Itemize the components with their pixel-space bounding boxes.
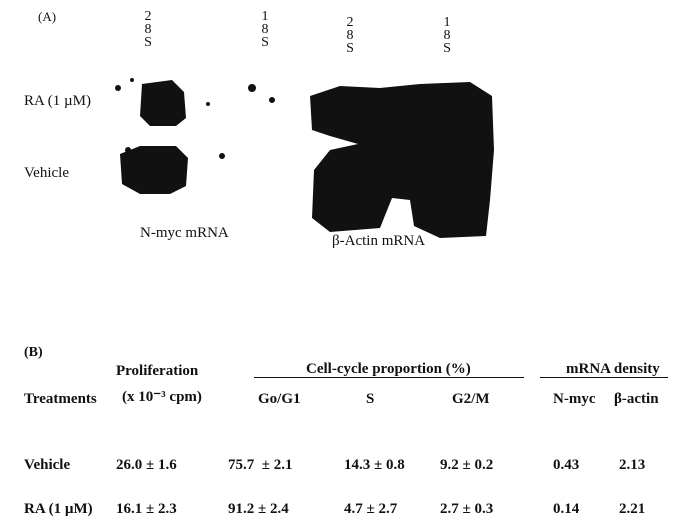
- table-cell: 2.21: [619, 502, 645, 517]
- column-header: Go/G1: [258, 392, 301, 407]
- band: [120, 146, 188, 194]
- table-cell: 0.43: [553, 458, 579, 473]
- header-rule: [540, 377, 668, 378]
- table-cell: 26.0 ± 1.6: [116, 458, 177, 473]
- northern-blot: [0, 0, 674, 300]
- speck: [132, 158, 136, 162]
- lane-label: β-Actin mRNA: [332, 234, 425, 249]
- speck: [269, 97, 275, 103]
- row-label: RA (1 µM): [24, 94, 91, 109]
- marker: 1 8 S: [440, 16, 454, 55]
- column-header: (x 10⁻³ cpm): [122, 390, 202, 405]
- row-label: Vehicle: [24, 166, 69, 181]
- speck: [206, 102, 210, 106]
- speck: [125, 147, 131, 153]
- column-group-header: mRNA density: [566, 362, 660, 377]
- column-header: G2/M: [452, 392, 490, 407]
- speck: [248, 84, 256, 92]
- column-header: β-actin: [614, 392, 659, 407]
- column-header: S: [366, 392, 374, 407]
- marker: 2 8 S: [343, 16, 357, 55]
- column-header: Proliferation: [116, 364, 198, 379]
- table-cell: 4.7 ± 2.7: [344, 502, 397, 517]
- table-cell: 2.13: [619, 458, 645, 473]
- table-cell: 75.7 ± 2.1: [228, 458, 292, 473]
- figure: (A) 2 8 S 1 8 S 2 8 S 1 8 S RA (1 µM) Ve…: [0, 0, 674, 527]
- column-header: Treatments: [24, 392, 97, 407]
- speck: [115, 85, 121, 91]
- speck: [219, 153, 225, 159]
- blot-bands: [115, 78, 494, 238]
- column-header: N-myc: [553, 392, 595, 407]
- table-cell: 14.3 ± 0.8: [344, 458, 405, 473]
- band: [140, 80, 186, 126]
- column-group-header: Cell-cycle proportion (%): [306, 362, 471, 377]
- table-cell: 91.2 ± 2.4: [228, 502, 289, 517]
- marker-char: S: [343, 42, 357, 55]
- table-cell: 9.2 ± 0.2: [440, 458, 493, 473]
- marker: 2 8 S: [141, 10, 155, 49]
- header-rule: [254, 377, 524, 378]
- marker-char: S: [141, 36, 155, 49]
- marker-char: S: [258, 36, 272, 49]
- speck: [130, 78, 134, 82]
- row-header: Vehicle: [24, 458, 70, 473]
- panel-label: (A): [38, 10, 56, 23]
- band: [310, 82, 494, 238]
- panel-label: (B): [24, 346, 43, 360]
- table-cell: 16.1 ± 2.3: [116, 502, 177, 517]
- table-cell: 0.14: [553, 502, 579, 517]
- row-header: RA (1 µM): [24, 502, 93, 517]
- table-cell: 2.7 ± 0.3: [440, 502, 493, 517]
- marker-char: S: [440, 42, 454, 55]
- marker: 1 8 S: [258, 10, 272, 49]
- lane-label: N-myc mRNA: [140, 226, 229, 241]
